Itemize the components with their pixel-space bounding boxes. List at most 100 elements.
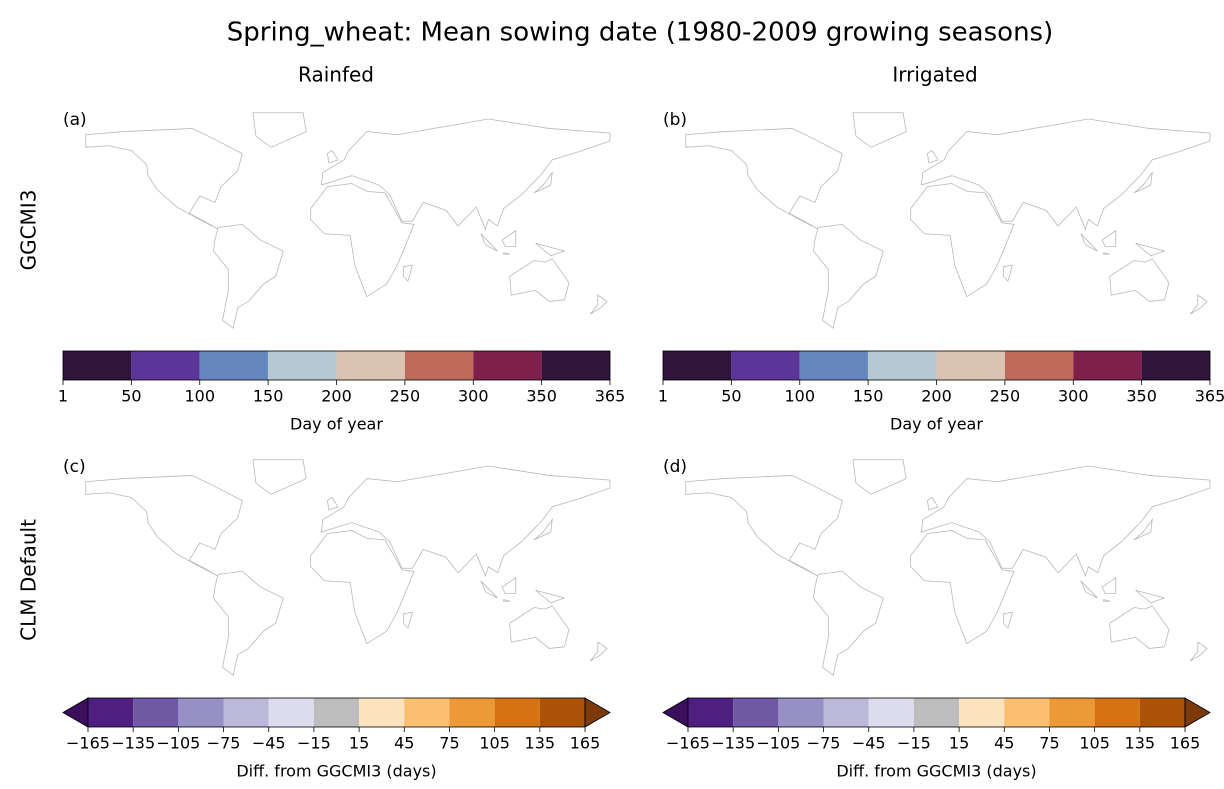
colorbar-tick-label: 15 bbox=[349, 734, 369, 753]
colorbar-segment bbox=[88, 698, 133, 727]
colorbar-segment bbox=[778, 698, 823, 727]
colorbar-segment bbox=[731, 351, 799, 380]
coastline bbox=[1081, 234, 1098, 251]
coastline bbox=[1102, 578, 1116, 594]
colorbar-segment bbox=[405, 351, 473, 380]
colorbar-label: Diff. from GGCMI3 (days) bbox=[236, 762, 436, 781]
colorbar-segment bbox=[868, 351, 936, 380]
colorbar-tick-label: 365 bbox=[595, 387, 626, 406]
colorbar-segment bbox=[178, 698, 223, 727]
panel-label: (d) bbox=[663, 457, 687, 477]
figure-title: Spring_wheat: Mean sowing date (1980-200… bbox=[227, 18, 1053, 48]
coastline bbox=[927, 150, 938, 163]
coastline bbox=[502, 578, 516, 594]
colorbar-segment bbox=[1005, 351, 1073, 380]
coastline bbox=[1136, 243, 1165, 256]
colorbar-segment bbox=[1004, 698, 1049, 727]
coastline bbox=[1003, 612, 1012, 628]
colorbar-tick-label: 250 bbox=[390, 387, 421, 406]
colorbar-label: Diff. from GGCMI3 (days) bbox=[836, 762, 1036, 781]
colorbar-segment bbox=[404, 698, 449, 727]
colorbar-segment bbox=[914, 698, 959, 727]
coastline bbox=[481, 234, 498, 251]
map-panel bbox=[86, 460, 610, 675]
colorbar-segment bbox=[937, 351, 1005, 380]
colorbar-tick-label: 350 bbox=[526, 387, 557, 406]
colorbar-tick-label: 165 bbox=[1170, 734, 1201, 753]
colorbar-segment bbox=[663, 351, 731, 380]
coastline bbox=[853, 113, 906, 148]
coastline bbox=[253, 113, 306, 148]
colorbar-tick-label: 150 bbox=[853, 387, 884, 406]
colorbar-extension bbox=[585, 698, 610, 727]
colorbar-segment bbox=[688, 698, 733, 727]
colorbar-segment bbox=[733, 698, 778, 727]
coastline bbox=[213, 224, 283, 328]
colorbar-segment bbox=[224, 698, 269, 727]
colorbar-tick-label: 350 bbox=[1126, 387, 1157, 406]
map-panel bbox=[86, 113, 610, 328]
row-title: CLM Default bbox=[17, 519, 41, 641]
colorbar-tick-label: −75 bbox=[207, 734, 241, 753]
coastline bbox=[1104, 600, 1110, 602]
coastline bbox=[1190, 295, 1207, 314]
coastline bbox=[536, 590, 565, 603]
colorbar-tick-label: −45 bbox=[252, 734, 286, 753]
colorbar-tick-label: −75 bbox=[807, 734, 841, 753]
colorbar-tick-label: 15 bbox=[949, 734, 969, 753]
coastline bbox=[686, 128, 843, 229]
colorbar-tick-label: 200 bbox=[921, 387, 952, 406]
coastline bbox=[481, 581, 498, 598]
colorbar-segment bbox=[314, 698, 359, 727]
colorbar-segment bbox=[540, 698, 585, 727]
colorbar-segment bbox=[959, 698, 1004, 727]
colorbar-tick-label: 105 bbox=[479, 734, 510, 753]
coastline bbox=[1136, 590, 1165, 603]
colorbar-tick-label: 1 bbox=[658, 387, 668, 406]
panel-label: (c) bbox=[63, 457, 86, 477]
colorbar-tick-label: 300 bbox=[1058, 387, 1089, 406]
colorbar-tick-label: 45 bbox=[394, 734, 414, 753]
colorbar-segment bbox=[359, 698, 404, 727]
coastline bbox=[590, 295, 607, 314]
colorbar-tick-label: 135 bbox=[1125, 734, 1156, 753]
map-panel bbox=[686, 113, 1210, 328]
coastline bbox=[927, 497, 938, 510]
colorbar-segment bbox=[473, 351, 541, 380]
coastline bbox=[686, 475, 843, 576]
map-panel bbox=[686, 460, 1210, 675]
coastline bbox=[1110, 606, 1169, 648]
coastline bbox=[853, 460, 906, 495]
colorbar-label: Day of year bbox=[290, 415, 383, 434]
colorbar-segment bbox=[1140, 698, 1185, 727]
panel-label: (a) bbox=[63, 110, 87, 130]
colorbar-segment bbox=[63, 351, 131, 380]
colorbar-segment bbox=[337, 351, 405, 380]
coastline bbox=[213, 571, 283, 675]
colorbar-tick-label: 165 bbox=[570, 734, 601, 753]
column-title: Irrigated bbox=[892, 63, 977, 87]
coastline bbox=[403, 265, 412, 281]
coastline bbox=[327, 497, 338, 510]
colorbar-tick-label: 365 bbox=[1195, 387, 1224, 406]
coastline bbox=[504, 600, 510, 602]
colorbar-tick-label: 50 bbox=[121, 387, 141, 406]
coastline bbox=[86, 475, 243, 576]
colorbar-tick-label: −15 bbox=[897, 734, 931, 753]
colorbar-tick-label: −105 bbox=[756, 734, 800, 753]
colorbar-tick-label: 100 bbox=[184, 387, 215, 406]
colorbar-segment bbox=[133, 698, 178, 727]
coastline bbox=[253, 460, 306, 495]
colorbar-segment bbox=[200, 351, 268, 380]
panel-label: (b) bbox=[663, 110, 687, 130]
colorbar-segment bbox=[449, 698, 494, 727]
colorbar-tick-label: 75 bbox=[1039, 734, 1059, 753]
coastline bbox=[510, 259, 569, 301]
colorbar-label: Day of year bbox=[890, 415, 983, 434]
colorbar-segment bbox=[1095, 698, 1140, 727]
coastline bbox=[510, 606, 569, 648]
column-title: Rainfed bbox=[298, 63, 374, 87]
colorbar-tick-label: 105 bbox=[1079, 734, 1110, 753]
colorbar-tick-label: 150 bbox=[253, 387, 284, 406]
colorbar-segment bbox=[268, 351, 336, 380]
